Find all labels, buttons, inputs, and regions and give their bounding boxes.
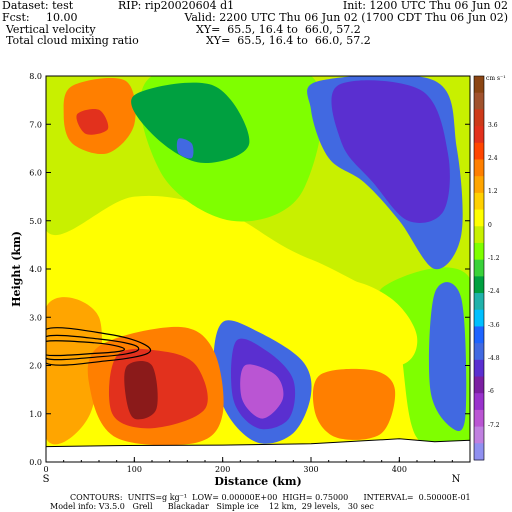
colorbar-swatch	[474, 192, 484, 211]
velocity-region-9	[76, 108, 109, 135]
colorbar-swatch	[474, 259, 484, 277]
colorbar-label: -6	[488, 388, 494, 395]
valid-label: Valid: 2200 UTC Thu 06 Jun 02 (1700 CDT …	[184, 11, 508, 24]
footer-contours: CONTOURS: UNITS=g kg⁻¹ LOW= 0.00000E+00 …	[70, 493, 471, 502]
field1-label: Vertical velocity	[6, 23, 96, 36]
colorbar-swatch	[474, 376, 484, 394]
colorbar-swatch	[474, 309, 484, 327]
x-tick-label: 100	[127, 465, 142, 474]
colorbar-label: -3.6	[488, 322, 500, 329]
colorbar-swatch	[474, 92, 484, 110]
velocity-region-14	[262, 278, 418, 367]
colorbar-swatch	[474, 359, 484, 378]
fcst-label: Fcst:	[2, 11, 30, 24]
rip-label: RIP: rip20020604 d1	[118, 0, 235, 12]
x-tick-label: 200	[215, 465, 230, 474]
velocity-region-13	[428, 282, 467, 432]
colorbar-label: -2.4	[488, 288, 500, 295]
colorbar-swatch	[474, 209, 484, 227]
colorbar-swatch	[474, 426, 484, 444]
xy2-label: XY= 65.5, 16.4 to 66.0, 57.2	[206, 34, 371, 47]
colorbar-swatch	[474, 242, 484, 261]
broad-region-2	[46, 297, 103, 445]
y-axis-label: Height (km)	[10, 231, 23, 307]
y-tick-label: 0.0	[29, 458, 42, 467]
colorbar-frame	[473, 75, 485, 461]
y-tick-label: 3.0	[29, 313, 42, 322]
x-end-label-right: N	[452, 474, 461, 485]
x-end-label-left: S	[43, 474, 50, 485]
dataset-label: Dataset: test	[2, 0, 74, 12]
init-label: Init: 1200 UTC Thu 06 Jun 02	[342, 0, 508, 12]
cloud-contour-1	[46, 334, 140, 361]
y-tick-label: 7.0	[29, 120, 42, 129]
colorbar-units: cm s⁻¹	[486, 75, 506, 82]
colorbar-swatch	[474, 126, 484, 144]
colorbar-label: 1.2	[488, 188, 498, 195]
colorbar-swatch	[474, 443, 484, 461]
colorbar-label: -1.2	[488, 255, 500, 262]
colorbar-swatch	[474, 326, 484, 344]
fcst-value: 10.00	[46, 11, 78, 24]
colorbar-swatch	[474, 276, 484, 294]
y-tick-label: 8.0	[29, 72, 42, 81]
velocity-region-10	[131, 82, 250, 164]
colorbar-swatch	[474, 109, 484, 127]
colorbar-swatch	[474, 176, 484, 194]
x-tick-label: 300	[303, 465, 318, 474]
colorbar-label: -4.8	[488, 355, 500, 362]
y-tick-label: 1.0	[29, 410, 42, 419]
colorbar-swatch	[474, 76, 484, 94]
footer-model-info: Model info: V3.5.0 Grell Blackadar Simpl…	[50, 502, 374, 511]
y-tick-label: 4.0	[29, 265, 42, 274]
x-axis-label: Distance (km)	[214, 475, 301, 488]
cloud-contour-2	[46, 340, 125, 357]
velocity-region-1	[331, 80, 450, 223]
x-tick-label: 0	[43, 465, 48, 474]
y-tick-label: 2.0	[29, 362, 42, 371]
colorbar-swatch	[474, 293, 484, 311]
velocity-region-7	[124, 360, 158, 420]
colorbar-swatch	[474, 409, 484, 428]
colorbar-swatch	[474, 343, 484, 361]
velocity-region-12	[312, 368, 396, 440]
terrain-line	[46, 438, 470, 462]
x-tick-label: 400	[392, 465, 407, 474]
colorbar-label: 3.6	[488, 122, 498, 129]
velocity-region-11	[176, 138, 194, 159]
velocity-region-4	[240, 364, 284, 419]
colorbar-label: 2.4	[488, 155, 498, 162]
xy1-label: XY= 65.5, 16.4 to 66.0, 57.2	[196, 23, 361, 36]
colorbar-label: 0	[488, 222, 492, 229]
colorbar-label: -7.2	[488, 422, 500, 429]
colorbar-swatch	[474, 142, 484, 160]
colorbar-swatch	[474, 159, 484, 177]
y-tick-label: 6.0	[29, 169, 42, 178]
colorbar-swatch	[474, 393, 484, 411]
cloud-contour-0	[46, 327, 152, 366]
y-tick-label: 5.0	[29, 217, 42, 226]
field2-label: Total cloud mixing ratio	[6, 34, 139, 47]
colorbar-swatch	[474, 226, 484, 244]
